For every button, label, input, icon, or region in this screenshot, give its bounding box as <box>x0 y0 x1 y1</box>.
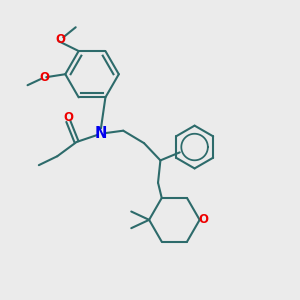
Text: N: N <box>95 126 107 141</box>
Text: O: O <box>55 33 65 46</box>
Text: O: O <box>63 110 73 124</box>
Text: O: O <box>199 213 209 226</box>
Text: O: O <box>39 71 49 84</box>
